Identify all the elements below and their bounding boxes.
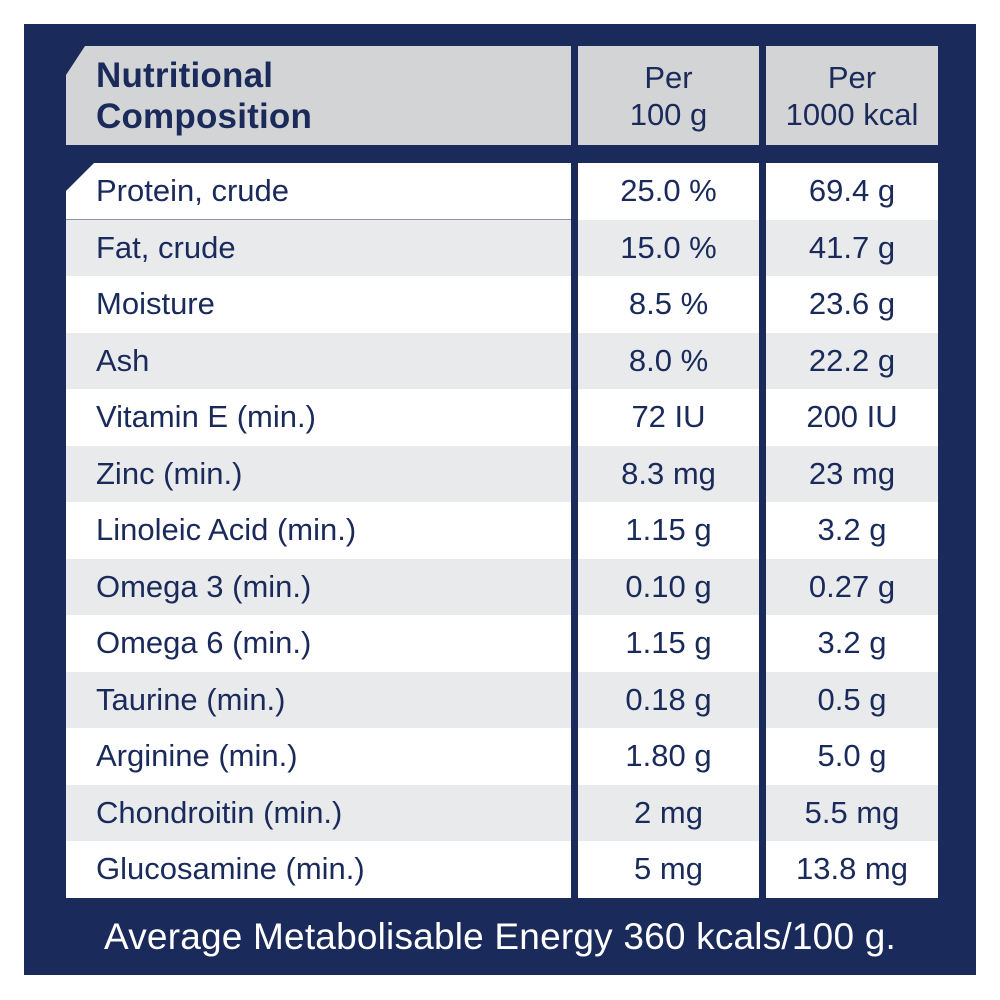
header-title-cell: Nutritional Composition (66, 46, 571, 145)
table-body: Protein, crude 25.0 % 69.4 g Fat, crude … (66, 163, 938, 898)
row-value-per-1000kcal: 22.2 g (766, 332, 938, 389)
row-value-per-100g: 25.0 % (578, 163, 759, 220)
row-value-per-100g: 72 IU (578, 389, 759, 446)
row-value-per-100g: 5 mg (578, 841, 759, 898)
row-value-per-100g: 1.15 g (578, 615, 759, 672)
table-row: Vitamin E (min.) 72 IU 200 IU (66, 389, 938, 446)
row-value-per-100g: 8.3 mg (578, 445, 759, 502)
column-header-per-100g: Per 100 g (578, 46, 759, 145)
row-value-per-1000kcal: 41.7 g (766, 219, 938, 276)
row-value-per-100g: 8.5 % (578, 276, 759, 333)
row-value-per-100g: 0.18 g (578, 671, 759, 728)
table-row: Linoleic Acid (min.) 1.15 g 3.2 g (66, 502, 938, 559)
row-label: Fat, crude (66, 219, 571, 276)
row-value-per-1000kcal: 13.8 mg (766, 841, 938, 898)
column-header-per-100g-label: Per 100 g (629, 59, 708, 132)
table-row: Fat, crude 15.0 % 41.7 g (66, 219, 938, 276)
row-value-per-100g: 0.10 g (578, 558, 759, 615)
table-row: Omega 3 (min.) 0.10 g 0.27 g (66, 558, 938, 615)
table-title: Nutritional Composition (96, 55, 313, 136)
row-value-per-100g: 8.0 % (578, 332, 759, 389)
row-label: Taurine (min.) (66, 671, 571, 728)
table-row: Chondroitin (min.) 2 mg 5.5 mg (66, 784, 938, 841)
row-value-per-1000kcal: 200 IU (766, 389, 938, 446)
table-row: Arginine (min.) 1.80 g 5.0 g (66, 728, 938, 785)
row-value-per-1000kcal: 23 mg (766, 445, 938, 502)
row-label: Zinc (min.) (66, 445, 571, 502)
row-label: Vitamin E (min.) (66, 389, 571, 446)
row-label: Linoleic Acid (min.) (66, 502, 571, 559)
row-label: Ash (66, 332, 571, 389)
row-value-per-100g: 1.80 g (578, 728, 759, 785)
row-label: Omega 3 (min.) (66, 558, 571, 615)
row-value-per-1000kcal: 23.6 g (766, 276, 938, 333)
table-header: Nutritional Composition Per 100 g Per 10… (66, 46, 938, 145)
table-row: Omega 6 (min.) 1.15 g 3.2 g (66, 615, 938, 672)
row-value-per-100g: 2 mg (578, 784, 759, 841)
row-value-per-1000kcal: 3.2 g (766, 615, 938, 672)
table-row: Taurine (min.) 0.18 g 0.5 g (66, 671, 938, 728)
row-value-per-1000kcal: 3.2 g (766, 502, 938, 559)
column-header-per-1000kcal: Per 1000 kcal (766, 46, 938, 145)
row-value-per-1000kcal: 5.5 mg (766, 784, 938, 841)
row-label: Glucosamine (min.) (66, 841, 571, 898)
row-value-per-100g: 15.0 % (578, 219, 759, 276)
footer-energy-note-bar: Average Metabolisable Energy 360 kcals/1… (24, 898, 976, 975)
table-row: Moisture 8.5 % 23.6 g (66, 276, 938, 333)
table-row: Glucosamine (min.) 5 mg 13.8 mg (66, 841, 938, 898)
row-label: Chondroitin (min.) (66, 784, 571, 841)
column-header-per-1000kcal-label: Per 1000 kcal (785, 59, 919, 132)
table-row: Zinc (min.) 8.3 mg 23 mg (66, 445, 938, 502)
table-row: Protein, crude 25.0 % 69.4 g (66, 163, 938, 220)
row-value-per-1000kcal: 69.4 g (766, 163, 938, 220)
row-value-per-1000kcal: 5.0 g (766, 728, 938, 785)
row-value-per-1000kcal: 0.5 g (766, 671, 938, 728)
row-value-per-1000kcal: 0.27 g (766, 558, 938, 615)
nutrition-table: Nutritional Composition Per 100 g Per 10… (66, 46, 938, 898)
label-frame: Nutritional Composition Per 100 g Per 10… (24, 24, 976, 975)
row-label: Arginine (min.) (66, 728, 571, 785)
row-label: Omega 6 (min.) (66, 615, 571, 672)
row-label: Moisture (66, 276, 571, 333)
row-value-per-100g: 1.15 g (578, 502, 759, 559)
table-row: Ash 8.0 % 22.2 g (66, 332, 938, 389)
row-label: Protein, crude (66, 163, 571, 220)
footer-energy-note: Average Metabolisable Energy 360 kcals/1… (104, 915, 896, 957)
